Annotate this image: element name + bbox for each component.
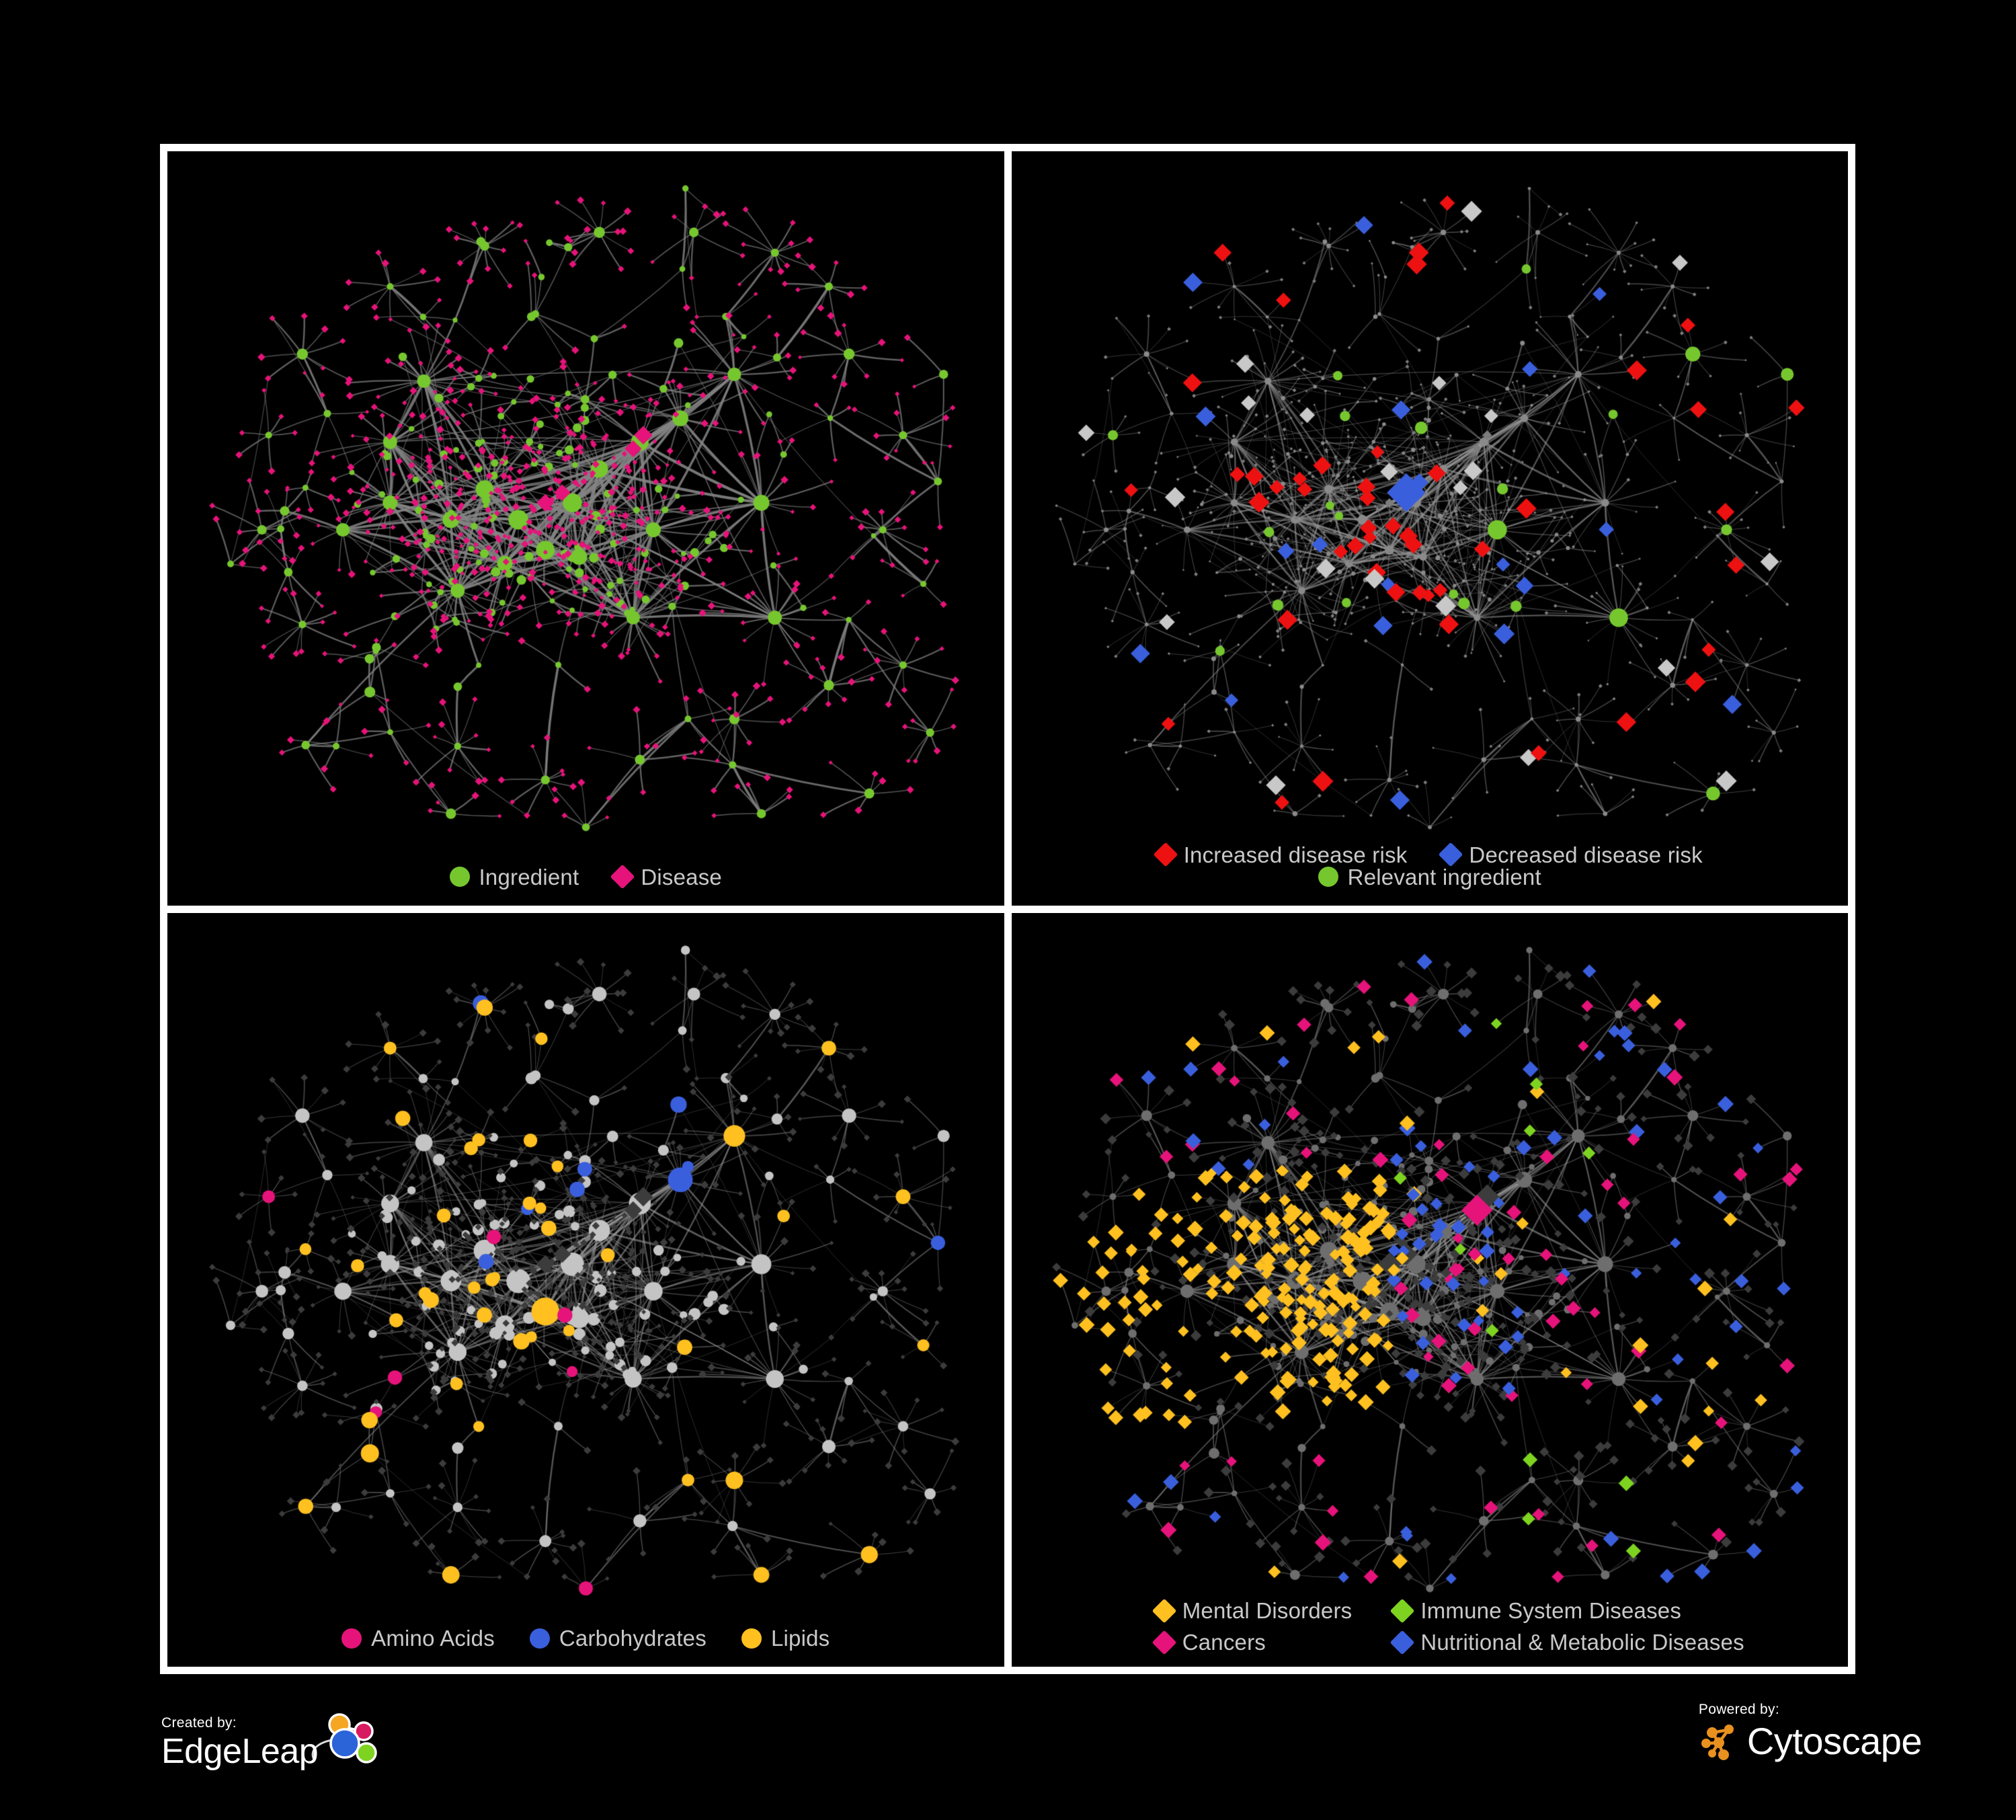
legend-nutrient-classes: Amino Acids Carbohydrates Lipids [167, 1627, 1004, 1649]
network-canvas-ingredient-disease[interactable] [167, 151, 1004, 906]
cytoscape-network-icon [1701, 1725, 1734, 1760]
legend-label-amino-acids: Amino Acids [371, 1626, 495, 1651]
green-diamond-icon [1389, 1598, 1415, 1623]
edgeleap-wordmark: EdgeLeap [161, 1732, 319, 1771]
panel-nutrient-classes[interactable]: Amino Acids Carbohydrates Lipids [167, 912, 1004, 1667]
legend-item-disease[interactable]: Disease [610, 864, 722, 889]
orange-diamond-icon [1152, 1598, 1177, 1623]
blue-diamond-icon [1389, 1630, 1415, 1655]
edgeleap-network-icon [311, 1713, 377, 1764]
legend-label-lipids: Lipids [770, 1626, 830, 1651]
pink-diamond-icon [1152, 1630, 1177, 1655]
created-by-label: Created by: [161, 1715, 237, 1731]
blue-circle-icon [529, 1628, 550, 1649]
figure-frame: Ingredient Disease Increased disease ris… [160, 144, 1855, 1674]
legend-label-ingredient: Ingredient [479, 864, 579, 889]
network-canvas-nutrient-classes[interactable] [167, 912, 1004, 1667]
legend-label-mental-disorders: Mental Disorders [1182, 1598, 1353, 1623]
cytoscape-logo[interactable]: Powered by: [1698, 1702, 1923, 1762]
legend-disease-risk: Increased disease risk Decreased disease… [1012, 842, 1849, 888]
legend-label-nutritional-metabolic-diseases: Nutritional & Metabolic Diseases [1420, 1630, 1744, 1655]
legend-item-ingredient[interactable]: Ingredient [449, 864, 579, 889]
legend-label-immune-system-diseases: Immune System Diseases [1420, 1598, 1682, 1623]
legend-item-increased-risk[interactable]: Increased disease risk [1153, 842, 1408, 867]
legend-label-carbohydrates: Carbohydrates [559, 1626, 707, 1651]
legend-item-mental-disorders[interactable]: Mental Disorders [1152, 1598, 1353, 1623]
network-canvas-disease-risk[interactable] [1011, 151, 1848, 906]
powered-by-label: Powered by: [1698, 1702, 1779, 1717]
legend-label-relevant-ingredient: Relevant ingredient [1347, 864, 1541, 889]
pink-diamond-icon [610, 864, 635, 889]
legend-label-increased-risk: Increased disease risk [1183, 842, 1408, 867]
cytoscape-text-stack: Powered by: [1698, 1702, 1923, 1762]
legend-ingredient-disease: Ingredient Disease [167, 864, 1004, 889]
legend-disease-classes: Mental Disorders Immune System Diseases … [1012, 1598, 1849, 1655]
legend-item-nutritional-metabolic-diseases[interactable]: Nutritional & Metabolic Diseases [1389, 1630, 1744, 1655]
edgeleap-text-stack: Created by: EdgeLeap [161, 1715, 319, 1771]
orange-circle-icon [741, 1628, 762, 1649]
panel-disease-risk[interactable]: Increased disease risk Decreased disease… [1011, 151, 1849, 906]
legend-item-carbohydrates[interactable]: Carbohydrates [529, 1626, 707, 1651]
legend-item-relevant-ingredient[interactable]: Relevant ingredient [1318, 866, 1541, 888]
legend-label-decreased-risk: Decreased disease risk [1469, 842, 1703, 867]
legend-item-amino-acids[interactable]: Amino Acids [341, 1627, 495, 1649]
edgeleap-logo[interactable]: Created by: EdgeLeap [161, 1702, 387, 1769]
legend-label-cancers: Cancers [1182, 1630, 1266, 1655]
legend-label-disease: Disease [641, 864, 722, 889]
panel-disease-classes[interactable]: Mental Disorders Immune System Diseases … [1011, 912, 1849, 1667]
legend-item-immune-system-diseases[interactable]: Immune System Diseases [1389, 1598, 1682, 1623]
legend-item-decreased-risk[interactable]: Decreased disease risk [1439, 842, 1703, 867]
legend-item-lipids[interactable]: Lipids [741, 1627, 830, 1649]
green-circle-icon [449, 867, 470, 887]
red-diamond-icon [1153, 842, 1178, 867]
pink-circle-icon [341, 1628, 362, 1649]
legend-item-cancers[interactable]: Cancers [1152, 1630, 1266, 1655]
network-canvas-disease-classes[interactable] [1011, 912, 1848, 1667]
panel-ingredient-disease[interactable]: Ingredient Disease [167, 151, 1004, 906]
cytoscape-wordmark: Cytoscape [1746, 1720, 1923, 1762]
blue-diamond-icon [1439, 842, 1463, 867]
green-circle-icon [1318, 867, 1338, 887]
